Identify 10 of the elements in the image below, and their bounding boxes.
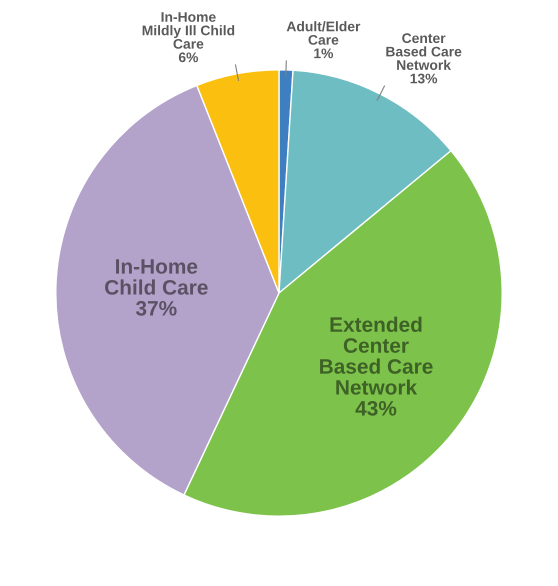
data-label: 43% bbox=[355, 400, 396, 416]
data-label: 13% bbox=[410, 74, 438, 84]
slice-label: Adult/Elder Care bbox=[286, 21, 360, 45]
slice-label: In-Home Child Care bbox=[105, 259, 208, 295]
data-label: 6% bbox=[178, 52, 198, 62]
data-label: 37% bbox=[136, 300, 177, 316]
slice-label: Center Based Care Network bbox=[386, 33, 462, 70]
slice-label: Extended Center Based Care Network bbox=[320, 316, 433, 395]
slice-label: In-Home Mildly Ill Child Care bbox=[142, 12, 234, 49]
data-label: 1% bbox=[314, 48, 334, 58]
